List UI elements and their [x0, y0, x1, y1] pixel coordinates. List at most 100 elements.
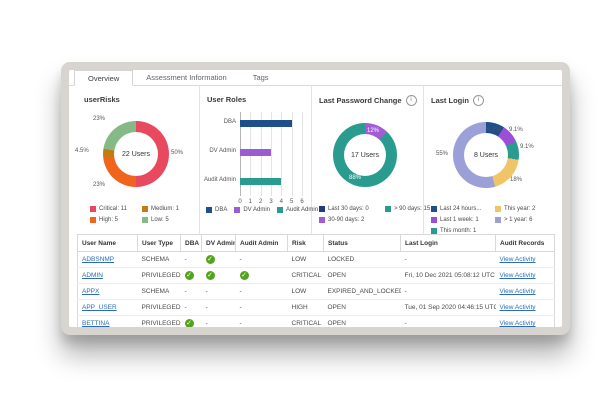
panel-last-login: Last Login 8 Users 9.1% 9.1% 9.1% 18% 55…: [424, 86, 562, 234]
cell-audit-records: View Activity: [495, 251, 555, 268]
legend-item: 30-90 days: 2: [319, 214, 385, 225]
user-link[interactable]: APP_USER: [82, 304, 117, 311]
cell-dv-admin: -: [205, 320, 208, 327]
users-table: User Name User Type DBA DV Admin Audit Admin…: [77, 234, 555, 327]
cell-audit-records: View Activity: [495, 299, 555, 316]
legend-item: High: 5: [90, 214, 142, 225]
legend-item: > 90 days: 15: [385, 203, 430, 214]
view-activity-link[interactable]: View Activity: [499, 272, 536, 279]
cell-last-login: Fri, 10 Dec 2021 05:08:12 UTC: [400, 267, 496, 284]
login-callout-24h: 9.1%: [487, 127, 501, 133]
table-row: APP_USER PRIVILEGED - - - HIGH OPEN Tue, 01 Sep…: [77, 299, 555, 316]
column-header-audit-records: Audit Records: [495, 234, 555, 252]
bar-category-label: DV Admin: [209, 148, 236, 154]
legend-label: Medium: 1: [151, 205, 180, 212]
last-login-donut-chart: 8 Users: [453, 122, 519, 188]
legend-label: This month: 1: [440, 227, 477, 234]
legend-label: Low: 5: [151, 216, 169, 223]
legend-swatch: [206, 207, 212, 213]
info-icon[interactable]: [472, 95, 484, 106]
tab-tags[interactable]: Tags: [252, 73, 269, 82]
cell-last-login: -: [404, 320, 407, 327]
info-icon[interactable]: [405, 95, 417, 106]
cell-user-type: PRIVILEGED: [137, 267, 181, 284]
cell-user-name: APP_USER: [77, 299, 138, 316]
legend-label: Critical: 11: [99, 205, 127, 212]
risk-callout-critical: 50%: [171, 150, 184, 156]
cell-dv-admin: ✓: [201, 251, 236, 268]
cell-status: LOCKED: [323, 251, 401, 268]
cell-dba: -: [180, 299, 202, 316]
legend-swatch: [385, 205, 391, 212]
user-risks-donut-chart: 22 Users: [103, 121, 169, 187]
password-change-donut-chart: 17 Users: [333, 123, 397, 187]
table-row: ADMIN PRIVILEGED ✓ ✓ ✓ CRITICAL OPEN Fri, 10 De…: [77, 267, 555, 284]
cell-dba: -: [180, 251, 202, 268]
x-tick-label: 0: [238, 199, 242, 205]
cell-dv-admin: -: [201, 283, 236, 300]
legend-swatch: [431, 216, 437, 223]
legend-label: High: 5: [99, 216, 119, 223]
cell-audit-admin: ✓: [235, 267, 288, 284]
tab-overview[interactable]: Overview: [74, 70, 134, 86]
risk-callout-low: 23%: [93, 116, 106, 122]
user-link[interactable]: BETTINA: [82, 320, 110, 327]
users-table-header: User Name User Type DBA DV Admin Audit Admin…: [77, 234, 555, 252]
risk-callout-high: 23%: [93, 182, 106, 188]
cell-user-name: ADMIN: [77, 267, 138, 284]
legend-item: Last 1 week: 1: [431, 214, 495, 225]
view-activity-link[interactable]: View Activity: [499, 288, 536, 295]
cell-dv-admin: -: [201, 299, 236, 316]
view-activity-link[interactable]: View Activity: [499, 304, 536, 311]
cell-audit-admin: -: [235, 299, 288, 316]
cell-user-type: PRIVILEGED: [137, 299, 181, 316]
password-change-legend: Last 30 days: 0 > 90 days: 15 30-90 days: …: [319, 203, 430, 225]
user-risks-title: userRisks: [84, 95, 120, 104]
cell-user-type: SCHEMA: [137, 283, 181, 300]
donut-hole: [344, 134, 386, 176]
user-roles-legend: DBA DV Admin Audit Admin: [206, 207, 318, 213]
cell-dba: -: [180, 283, 202, 300]
cell-audit-records: View Activity: [495, 267, 555, 284]
legend-label: Last 24 hours...: [440, 205, 482, 212]
legend-label: Last 30 days: 0: [328, 205, 369, 212]
x-tick-label: 5: [289, 199, 294, 205]
cell-status: EXPIRED_AND_LOCKED: [323, 283, 401, 300]
column-header-user-name: User Name: [77, 234, 138, 252]
user-roles-bar-chart: DBA DV Admin Audit Admin 0 1 2 3 4 5 6: [202, 112, 306, 208]
x-tick-label: 1: [248, 199, 252, 205]
users-table-body: ADBSNMP SCHEMA - ✓ - LOW LOCKED - View Activity A…: [77, 251, 555, 327]
gridline: [281, 112, 283, 196]
user-link[interactable]: ADBSNMP: [82, 256, 115, 263]
cell-status: OPEN: [327, 320, 346, 327]
gridline: [291, 112, 293, 196]
last-login-title: Last Login: [431, 95, 484, 106]
legend-label: Last 1 week: 1: [440, 216, 479, 223]
user-risks-center-label: 22 Users: [121, 150, 150, 158]
legend-swatch: [495, 216, 501, 223]
pwd-callout-over-90: 88%: [349, 175, 362, 181]
legend-swatch: [142, 205, 148, 212]
legend-label: DBA: [215, 207, 228, 213]
legend-item: Last 24 hours...: [431, 203, 495, 214]
cell-status: OPEN: [323, 267, 401, 284]
user-link[interactable]: ADMIN: [82, 272, 103, 279]
users-table-wrap: User Name User Type DBA DV Admin Audit Admin…: [77, 234, 555, 327]
cell-audit-records: View Activity: [496, 316, 555, 327]
legend-label: 30-90 days: 2: [328, 216, 365, 223]
panel-user-risks: userRisks 22 Users 23% 50% 4.5% 23% Crit…: [69, 86, 200, 234]
bar-dba: [240, 120, 292, 127]
view-activity-link[interactable]: View Activity: [499, 320, 536, 327]
tab-assessment-information[interactable]: Assessment Information: [146, 73, 227, 82]
column-header-status: Status: [323, 234, 401, 252]
user-link[interactable]: APPX: [82, 288, 100, 295]
view-activity-link[interactable]: View Activity: [499, 256, 536, 263]
legend-swatch: [495, 205, 501, 212]
legend-swatch: [277, 207, 284, 213]
legend-label: This year: 2: [504, 205, 536, 212]
cell-audit-admin: -: [235, 251, 288, 268]
panel-user-roles: User Roles DBA DV Admin Audit Admin 0 1 2 3 4 5 6…: [200, 86, 318, 234]
login-callout-year: 18%: [510, 177, 523, 183]
legend-label: > 90 days: 15: [394, 205, 431, 212]
